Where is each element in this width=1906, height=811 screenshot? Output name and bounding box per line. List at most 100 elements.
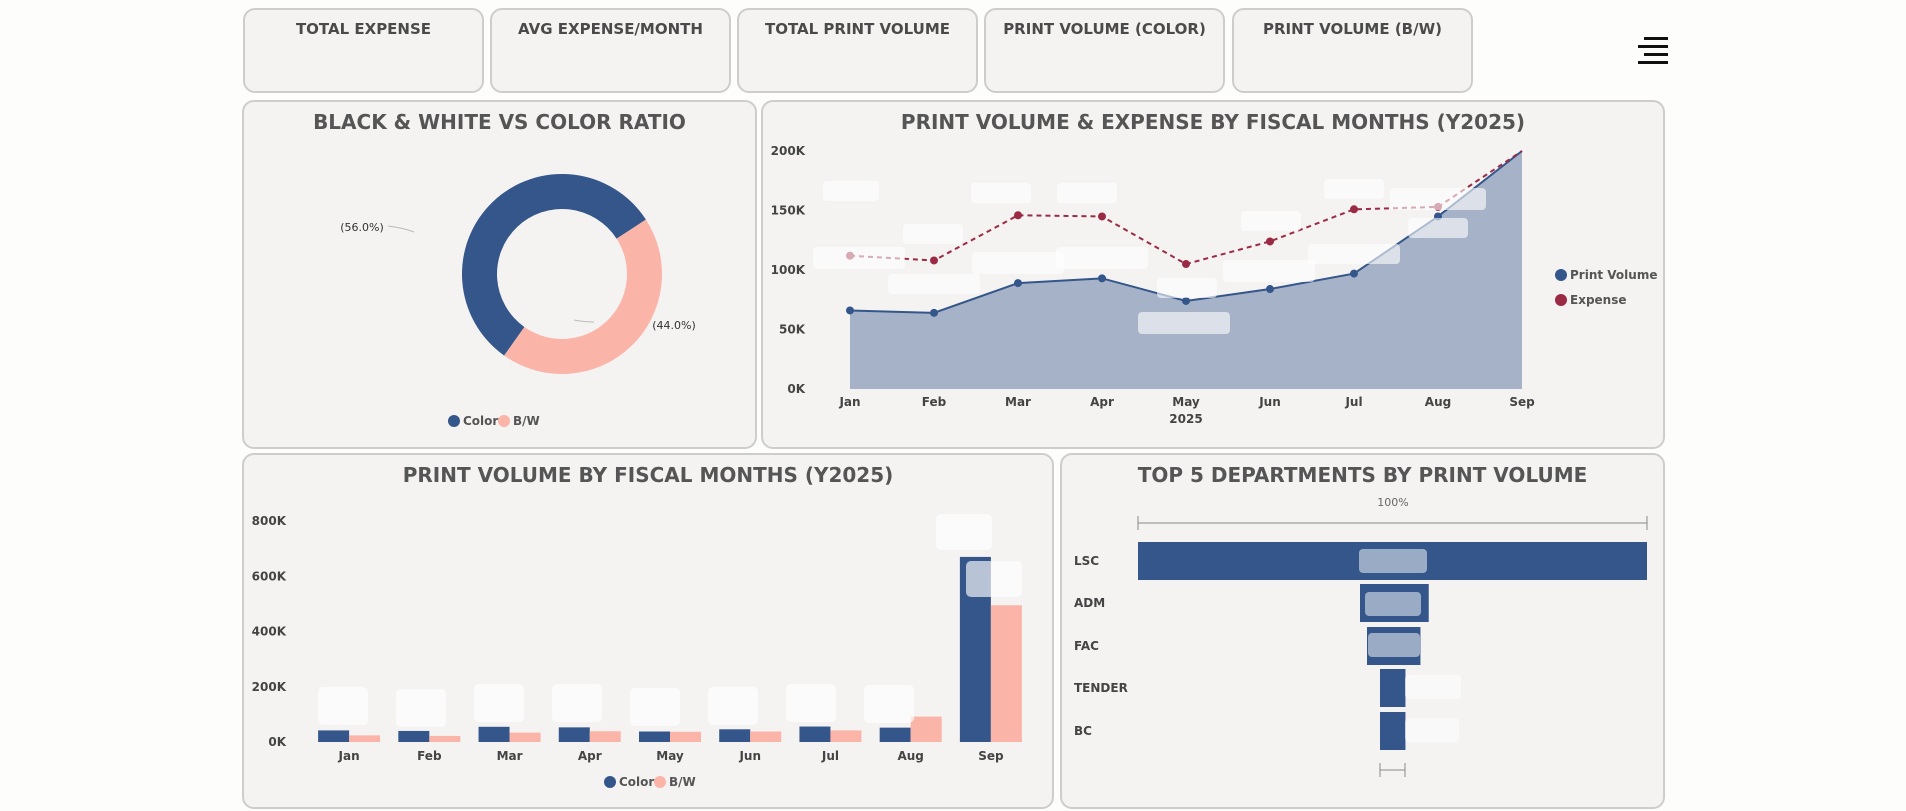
- departments-chart-title: TOP 5 DEPARTMENTS BY PRINT VOLUME: [1137, 463, 1588, 487]
- departments-panel: TOP 5 DEPARTMENTS BY PRINT VOLUME 100% LS…: [1060, 453, 1665, 809]
- print-volume-area: [850, 151, 1522, 389]
- bar-bw-jul: [830, 730, 862, 742]
- x-tick-label: Jan: [338, 749, 360, 763]
- data-label-placeholder: [552, 684, 602, 722]
- data-label-placeholder: [1368, 633, 1420, 657]
- kpi-card-avg-expense[interactable]: AVG EXPENSE/MONTH: [490, 8, 731, 93]
- x-tick-label: Sep: [978, 749, 1004, 763]
- data-label-placeholder: [972, 252, 1064, 274]
- print-volume-point: [1350, 269, 1358, 278]
- data-label-placeholder: [813, 247, 905, 269]
- legend-label-0: Color: [463, 414, 498, 428]
- x-tick-label: Jun: [738, 749, 761, 763]
- data-label-placeholder: [1405, 718, 1459, 742]
- expense-point: [1098, 212, 1106, 221]
- data-label-placeholder: [1324, 179, 1384, 199]
- y-tick-label: 200K: [252, 680, 287, 694]
- data-label-placeholder: [1157, 278, 1217, 298]
- bar-color-jun: [719, 729, 751, 742]
- x-tick-label: Mar: [497, 749, 523, 763]
- slice-label-bw: (44.0%): [652, 319, 696, 332]
- bar-color-mar: [478, 726, 510, 742]
- bar-color-apr: [558, 727, 590, 742]
- expense-point: [1350, 205, 1358, 214]
- print-volume-point: [1014, 279, 1022, 288]
- x-tick-label: Jan: [838, 395, 860, 409]
- y-tick-label: 0K: [268, 735, 286, 749]
- data-label-placeholder: [1138, 312, 1230, 334]
- legend-marker-0: [1555, 269, 1567, 281]
- volume-expense-line-chart: 0K 50K 100K 150K 200K Jan Feb Mar Apr May Jun Jul Au…: [771, 144, 1658, 426]
- data-label-placeholder: [1308, 244, 1400, 264]
- y-tick-label: 600K: [252, 569, 287, 583]
- data-label-placeholder: [864, 685, 914, 723]
- x-tick-label: Apr: [578, 749, 602, 763]
- data-label-placeholder: [318, 687, 368, 725]
- data-label-placeholder: [1390, 188, 1486, 210]
- bar-bw-mar: [509, 732, 541, 742]
- print-volume-chart-title: PRINT VOLUME BY FISCAL MONTHS (Y2025): [402, 463, 894, 487]
- bar-bw-sep: [990, 605, 1022, 742]
- legend-marker-1: [654, 776, 666, 788]
- data-label-placeholder: [823, 181, 879, 201]
- bar-bw-jan: [349, 735, 381, 742]
- data-label-placeholder: [708, 687, 758, 725]
- kpi-card-print-volume-bw[interactable]: PRINT VOLUME (B/W): [1232, 8, 1473, 93]
- kpi-title: PRINT VOLUME (COLOR): [1003, 20, 1206, 38]
- data-label-placeholder: [474, 684, 524, 722]
- kpi-card-total-print-volume[interactable]: TOTAL PRINT VOLUME: [737, 8, 978, 93]
- funnel-category-label: LSC: [1074, 554, 1099, 568]
- y-tick-label: 50K: [779, 323, 806, 337]
- data-label-placeholder: [971, 183, 1031, 203]
- x-tick-label: Mar: [1005, 395, 1031, 409]
- volume-expense-chart-title: PRINT VOLUME & EXPENSE BY FISCAL MONTHS …: [900, 110, 1526, 134]
- kpi-card-total-expense[interactable]: TOTAL EXPENSE: [243, 8, 484, 93]
- expense-point: [1266, 237, 1274, 246]
- data-label-placeholder: [630, 688, 680, 726]
- bar-color-aug: [879, 727, 911, 742]
- expense-point: [930, 256, 938, 265]
- funnel-category-label: FAC: [1074, 639, 1099, 653]
- x-tick-label: Feb: [417, 749, 442, 763]
- x-tick-label: Jul: [1344, 395, 1362, 409]
- donut-slice-color: [462, 174, 646, 356]
- x-axis-label: 2025: [1169, 412, 1202, 426]
- y-tick-label: 200K: [771, 144, 806, 158]
- print-volume-point: [1182, 296, 1190, 305]
- hamburger-menu-icon[interactable]: [1630, 32, 1668, 68]
- data-label-placeholder: [936, 514, 992, 550]
- y-tick-label: 100K: [771, 263, 806, 277]
- bar-bw-apr: [589, 731, 621, 742]
- legend-label-0: Print Volume: [1570, 268, 1657, 282]
- legend-label-1: B/W: [513, 414, 540, 428]
- funnel-bar-tender: [1380, 669, 1406, 707]
- y-tick-label: 150K: [771, 204, 806, 218]
- kpi-title: TOTAL EXPENSE: [295, 20, 432, 38]
- print-volume-point: [930, 308, 938, 317]
- bar-bw-may: [670, 731, 701, 742]
- x-tick-label: Jun: [1258, 395, 1281, 409]
- leader-line: [387, 225, 415, 233]
- expense-point: [1182, 260, 1190, 269]
- x-tick-label: May: [1172, 395, 1200, 409]
- donut-slice-bw: [504, 219, 662, 375]
- kpi-card-print-volume-color[interactable]: PRINT VOLUME (COLOR): [984, 8, 1225, 93]
- departments-funnel-chart: 100% LSC ADM FAC TENDER BC: [1074, 496, 1648, 777]
- ratio-chart-title: BLACK & WHITE VS COLOR RATIO: [313, 110, 686, 134]
- funnel-category-label: BC: [1074, 724, 1092, 738]
- funnel-top-label: 100%: [1377, 496, 1408, 509]
- data-label-placeholder: [786, 684, 836, 722]
- funnel-category-label: TENDER: [1074, 681, 1128, 695]
- data-label-placeholder: [1359, 549, 1427, 573]
- print-volume-point: [1098, 274, 1106, 283]
- data-label-placeholder: [903, 224, 963, 244]
- x-tick-label: Sep: [1509, 395, 1535, 409]
- legend-label-1: B/W: [669, 775, 696, 789]
- bar-color-jul: [799, 726, 831, 742]
- legend-label-1: Expense: [1570, 293, 1627, 307]
- bar-bw-feb: [429, 735, 461, 742]
- data-label-placeholder: [1057, 183, 1117, 203]
- data-label-placeholder: [1223, 260, 1315, 282]
- data-label-placeholder: [1408, 218, 1468, 238]
- funnel-category-label: ADM: [1074, 596, 1105, 610]
